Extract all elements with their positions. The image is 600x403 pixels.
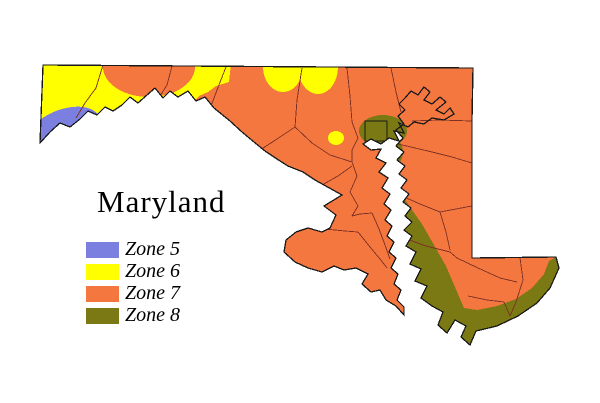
legend-item-zone7: Zone 7 <box>86 282 180 304</box>
legend-label-zone6: Zone 6 <box>125 260 180 282</box>
zone7-swatch <box>86 285 119 302</box>
zone5-swatch <box>86 241 119 258</box>
legend-item-zone8: Zone 8 <box>86 304 180 326</box>
zone8-baltimore-tail <box>385 139 403 165</box>
legend-label-zone5: Zone 5 <box>125 238 180 260</box>
state-outline <box>39 64 560 347</box>
legend-item-zone6: Zone 6 <box>86 260 180 282</box>
legend-item-zone5: Zone 5 <box>86 238 180 260</box>
page-title: Maryland <box>97 184 226 219</box>
zone6-spot-carroll <box>328 131 344 145</box>
zone6-swatch <box>86 263 119 280</box>
county-borders <box>75 65 524 317</box>
zone7-blob-allegany <box>103 65 195 97</box>
legend-label-zone7: Zone 7 <box>125 282 180 304</box>
zone8-swatch <box>86 307 119 324</box>
legend-label-zone8: Zone 8 <box>125 304 180 326</box>
zone8-eastern-shore-band <box>400 188 559 345</box>
zone-legend: Zone 5 Zone 6 Zone 7 Zone 8 <box>86 238 180 326</box>
